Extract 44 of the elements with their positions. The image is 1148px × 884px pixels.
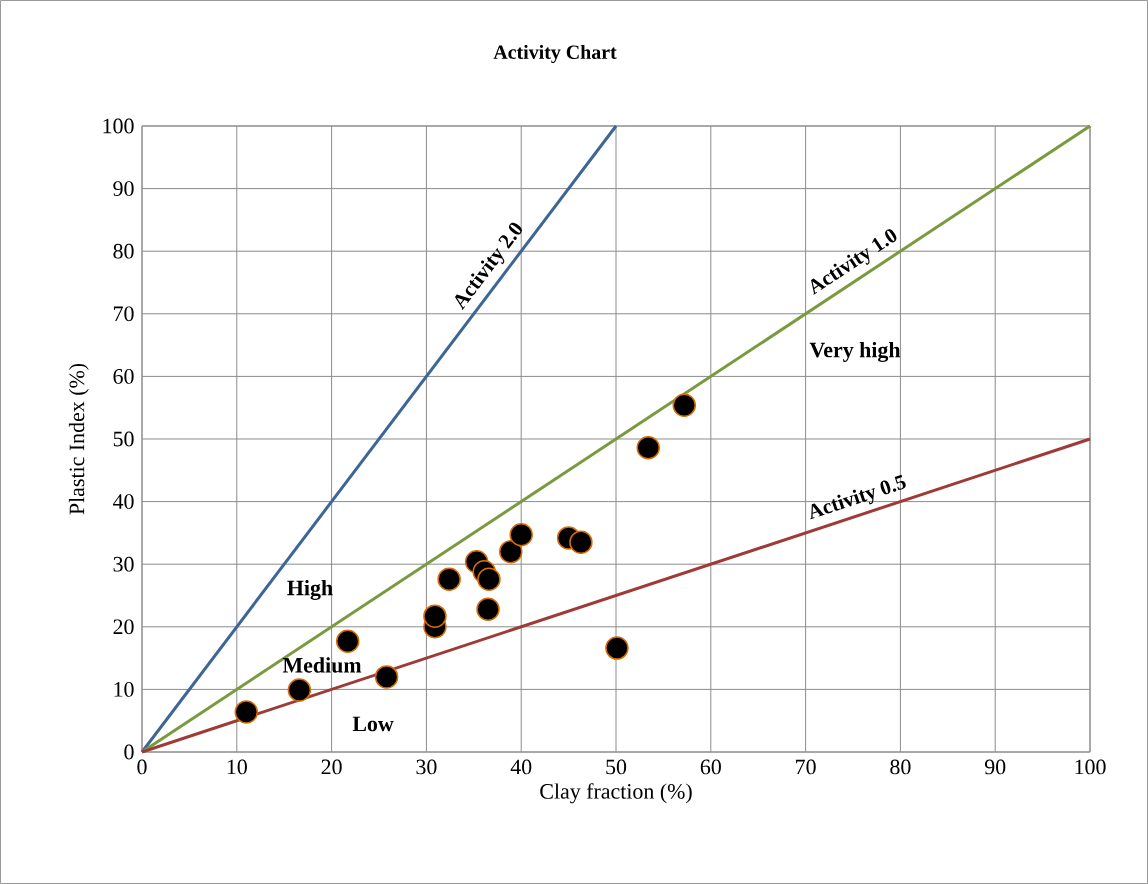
x-tick-label: 60 [700,759,721,775]
y-tick-label: 50 [113,431,134,447]
point [234,700,259,724]
y-axis-title: Plastic Index (%) [68,363,89,515]
point [636,436,660,460]
point [374,665,399,689]
chart-title: Activity Chart [493,44,617,64]
y-tick-label: 70 [114,306,134,322]
y-tick-label: 80 [113,243,134,259]
x-tick-label: 30 [416,759,437,775]
y-tick-label: 0 [124,744,134,760]
point [477,567,501,591]
x-tick-label: 90 [984,759,1006,775]
point [672,393,697,417]
annotation: Medium [282,657,362,673]
y-tick-label: 40 [112,494,134,509]
x-tick-label: 40 [510,759,532,775]
y-tick-label: 100 [103,118,134,134]
y-tick-label: 20 [113,619,134,635]
y-tick-label: 60 [113,369,134,384]
y-tick-label: 90 [113,181,134,196]
point [335,629,360,653]
annotation: Low [352,716,394,732]
y-tick-label: 30 [113,556,134,572]
point [569,530,593,555]
x-axis-title: Clay fraction (%) [540,783,692,804]
x-tick-label: 10 [227,759,247,775]
x-tick-label: 70 [796,759,816,775]
y-tick-label: 10 [114,682,134,697]
x-tick-label: 20 [321,759,342,775]
x-tick-label: 100 [1075,759,1106,775]
point [605,636,629,660]
x-tick-label: 80 [890,759,911,775]
point [287,678,312,702]
text: Activity 0.5 [810,474,906,520]
point [437,567,461,591]
point [423,604,447,628]
annotation: High [287,579,333,601]
point [499,539,523,564]
x-tick-label: 50 [606,759,627,775]
point [509,523,533,547]
x-tick-label: 0 [137,759,147,775]
point [476,597,500,622]
annotation: Very high [809,341,901,362]
